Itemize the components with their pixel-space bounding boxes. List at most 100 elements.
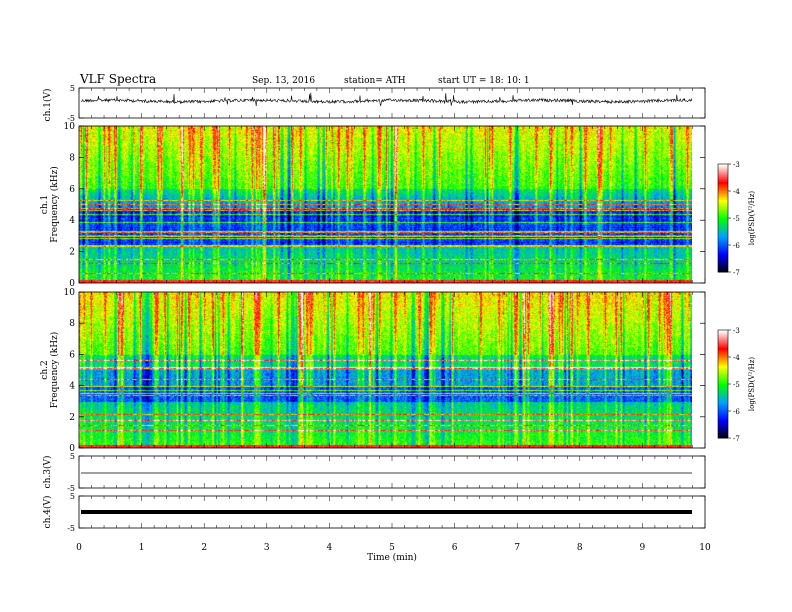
ch2-spectrogram-colorbar-cell xyxy=(718,369,728,372)
ch2-spectrogram-colorbar-cell xyxy=(718,394,728,398)
ch2-spectrogram-colorbar-cell xyxy=(718,357,728,360)
ch1-spectrogram-colorbar-cell xyxy=(718,245,728,248)
ch1-spectrogram-ytick-label: 4 xyxy=(69,216,75,226)
figure-title: VLF Spectra xyxy=(79,72,156,86)
ch2-spectrogram-colorbar-cell xyxy=(718,348,728,351)
ch2-spectrogram-colorbar-cell xyxy=(718,353,728,356)
ch1-spectrogram-colorbar-cell xyxy=(718,252,728,255)
ch2-spectrogram-colorbar-cell xyxy=(718,376,728,380)
ch2-spectrogram-colorbar-cell xyxy=(718,330,728,333)
ch2-spectrogram-colorbar-cell xyxy=(718,358,728,362)
ch2-spectrogram-colorbar-cell xyxy=(718,360,728,363)
ch4-waveform-ylabel: ch.4(V) xyxy=(42,496,53,529)
ch2-spectrogram-colorbar-cell xyxy=(718,396,728,399)
ch2-spectrogram-colorbar-title: log(PSD(V²/Hz) xyxy=(748,357,756,412)
ch1-waveform-trace xyxy=(80,92,693,107)
ch1-spectrogram-image xyxy=(79,126,692,283)
x-tick-label: 5 xyxy=(389,543,395,553)
ch2-spectrogram-colorbar-cell xyxy=(718,340,728,344)
ch1-spectrogram-colorbar-cell xyxy=(718,183,728,187)
ch1-spectrogram-colorbar-cell xyxy=(718,194,728,197)
ch3-waveform-ylabel: ch.3(V) xyxy=(42,456,53,489)
x-tick-label: 7 xyxy=(514,543,520,553)
ch2-spectrogram-ytick-label: 6 xyxy=(69,350,75,360)
ch2-spectrogram-colorbar-cell xyxy=(718,412,728,416)
ch2-spectrogram-colorbar-cell xyxy=(718,371,728,374)
ch2-spectrogram-colorbar-cell xyxy=(718,393,728,396)
ch1-spectrogram-colorbar-cell xyxy=(718,201,728,205)
ch1-spectrogram-colorbar-cell xyxy=(718,264,728,268)
x-axis: 0 1 2 3 4 5 6 7 8 9 10 Time (min) xyxy=(76,543,711,563)
ch1-spectrogram-colorbar-cell xyxy=(718,174,728,178)
ch1-spectrogram-colorbar-cell xyxy=(718,225,728,228)
ch2-spectrogram-ytick-label: 4 xyxy=(69,382,75,392)
ch2-spectrogram-colorbar-cell xyxy=(718,434,728,437)
ch1-spectrogram-colorbar-cell xyxy=(718,261,728,264)
ch1-spectrogram-colorbar-cell xyxy=(718,210,728,214)
ch1-spectrogram-colorbar-cell xyxy=(718,200,728,203)
ch1-spectrogram-ytick-label: 2 xyxy=(69,248,75,258)
ch2-spectrogram-colorbar-cell xyxy=(718,380,728,383)
ch1-spectrogram-colorbar-cell xyxy=(718,227,728,230)
ch1-spectrogram-colorbar-cell xyxy=(718,169,728,172)
ch1-spectrogram-colorbar-cell xyxy=(718,205,728,208)
ch1-spectrogram-colorbar-cell xyxy=(718,232,728,235)
ch1-spectrogram-colorbar-cell xyxy=(718,173,728,176)
ch2-spectrogram-ytick-label: 2 xyxy=(69,413,75,423)
ch2-spectrogram-colorbar-cell xyxy=(718,398,728,401)
ch2-spectrogram-colorbar-cell xyxy=(718,409,728,412)
ch1-waveform-ylabel: ch.1(V) xyxy=(42,89,53,122)
ch2-spectrogram-colorbar-cell xyxy=(718,366,728,369)
ch2-spectrogram-colorbar-cell xyxy=(718,429,728,432)
ch2-spectrogram-colorbar-cell xyxy=(718,367,728,371)
ch2-spectrogram-colorbar-cell xyxy=(718,351,728,354)
ch2-spectrogram-colorbar-cell xyxy=(718,420,728,423)
ch1-spectrogram-colorbar-cell xyxy=(718,185,728,188)
ch1-spectrogram-colorbar-cell xyxy=(718,209,728,212)
ch1-spectrogram-colorbar-cell xyxy=(718,167,728,170)
ch1-spectrogram-colorbar-cell xyxy=(718,246,728,250)
x-axis-label: Time (min) xyxy=(367,552,417,563)
ch1-spectrogram-colorbar-cell xyxy=(718,255,728,259)
ch1-waveform-ytick-label: -5 xyxy=(67,114,75,123)
ch2-spectrogram-colorbar-cell xyxy=(718,421,728,425)
ch2-spectrogram-colorbar-cell xyxy=(718,400,728,403)
ch2-spectrogram-colorbar-cell xyxy=(718,337,728,340)
ch1-spectrogram-colorbar-cell xyxy=(718,228,728,232)
ch2-spectrogram-colorbar-cell xyxy=(718,402,728,405)
ch1-spectrogram-ytick-label: 0 xyxy=(69,279,75,289)
ch2-spectrogram-image xyxy=(79,292,692,448)
ch1-spectrogram-colorbar-title: log(PSD(V²/Hz) xyxy=(748,191,756,246)
ch1-spectrogram-colorbar-cell xyxy=(718,187,728,190)
ch1-spectrogram-colorbar-cell xyxy=(718,257,728,260)
x-tick-label: 0 xyxy=(76,543,82,553)
ch3-waveform-ytick-label: -5 xyxy=(67,484,75,493)
ch2-spectrogram-colorbar-cell xyxy=(718,411,728,414)
ch2-spectrogram-colorbar-cell xyxy=(718,333,728,336)
ch2-spectrogram-colorbar-cell xyxy=(718,389,728,392)
ch2-spectrogram-colorbar-label: -6 xyxy=(733,408,740,416)
ch1-spectrogram-colorbar-cell xyxy=(718,216,728,219)
ch2-spectrogram-colorbar-cell xyxy=(718,331,728,335)
x-tick-label: 3 xyxy=(264,543,270,553)
ch2-spectrogram-colorbar-label: -7 xyxy=(733,435,740,443)
ch1-spectrogram-colorbar-cell xyxy=(718,270,728,273)
ch2-spectrogram-colorbar-label: -3 xyxy=(733,327,740,335)
ch1-spectrogram-colorbar-cell xyxy=(718,180,728,183)
ch1-spectrogram-colorbar-cell xyxy=(718,214,728,217)
ch1-spectrogram-colorbar-cell xyxy=(718,176,728,179)
ch2-spectrogram-colorbar-label: -4 xyxy=(733,354,740,362)
ch2-spectrogram-colorbar-cell xyxy=(718,355,728,358)
ch2-spectrogram-colorbar-cell xyxy=(718,418,728,421)
ch1-spectrogram-colorbar-cell xyxy=(718,189,728,192)
ch2-spectrogram-colorbar-cell xyxy=(718,375,728,378)
ch2-spectrogram-colorbar-cell xyxy=(718,346,728,349)
ch1-spectrogram-colorbar-cell xyxy=(718,221,728,224)
x-tick-label: 4 xyxy=(327,543,333,553)
ch2-spectrogram-colorbar-cell xyxy=(718,436,728,439)
ch1-spectrogram-colorbar-cell xyxy=(718,239,728,242)
x-tick-label: 9 xyxy=(640,543,646,553)
ch1-spectrogram-colorbar-cell xyxy=(718,230,728,233)
x-tick-label: 1 xyxy=(139,543,145,553)
